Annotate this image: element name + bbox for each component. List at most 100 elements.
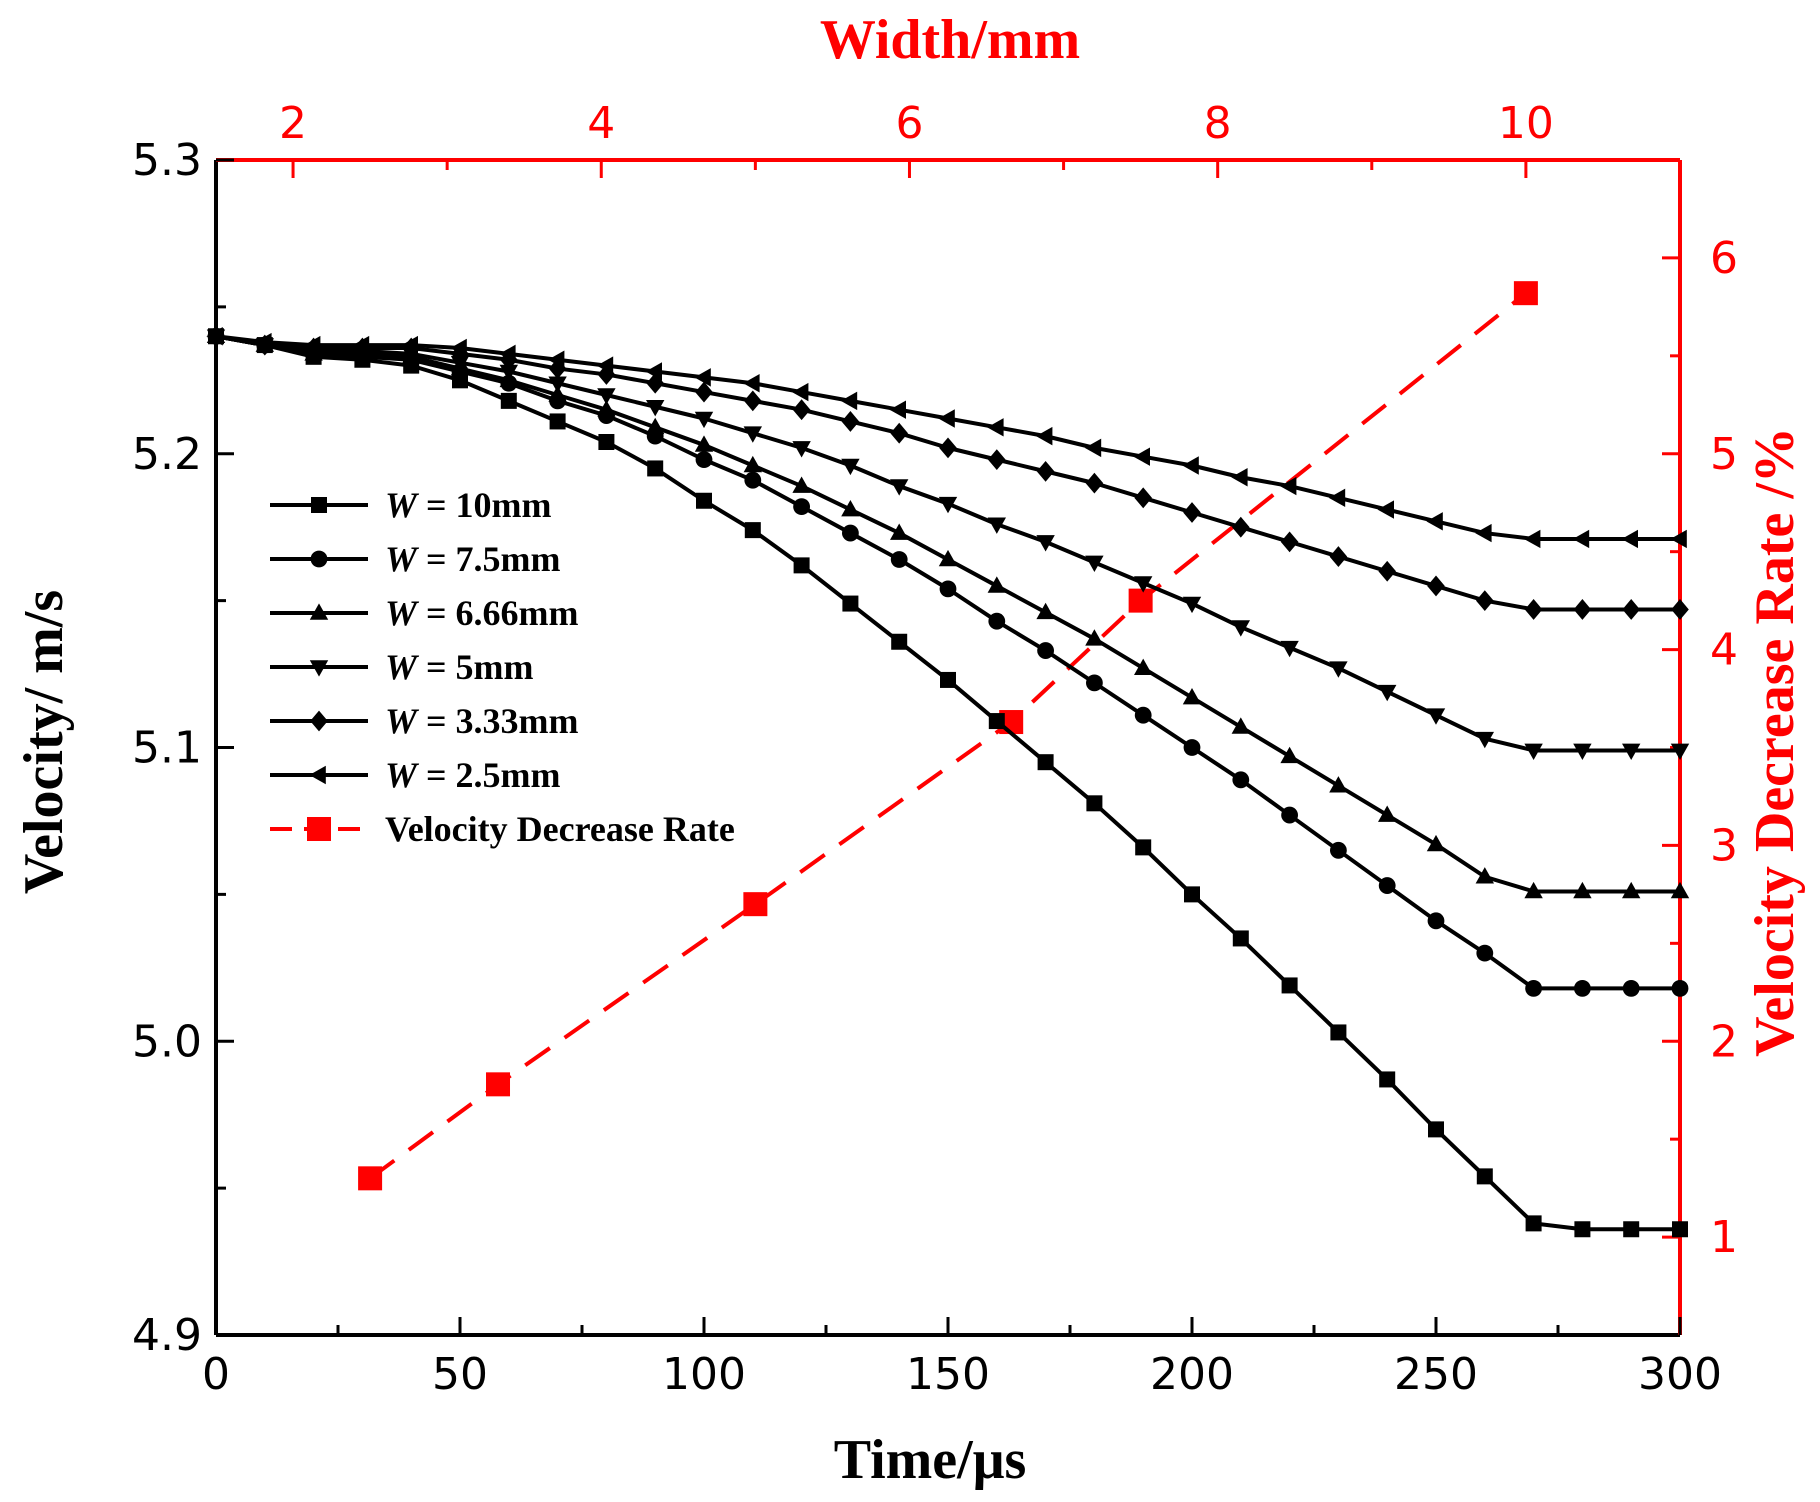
y-tick-label: 5.3	[132, 135, 202, 186]
decrease-rate-point	[486, 1072, 511, 1097]
velocity-point	[695, 381, 713, 403]
velocity-point	[1330, 841, 1347, 859]
velocity-point	[1476, 944, 1494, 962]
legend-label: W = 7.5mm	[385, 539, 561, 579]
velocity-point	[1672, 1221, 1688, 1238]
velocity-point	[1475, 523, 1492, 543]
velocity-point	[1378, 805, 1397, 822]
velocity-point	[1037, 754, 1054, 771]
velocity-point	[352, 335, 370, 355]
legend-item: W = 2.5mm	[270, 755, 561, 795]
right-tick-label: 1	[1710, 1212, 1738, 1263]
decrease-rate-point	[743, 892, 768, 917]
velocity-point	[792, 382, 809, 402]
legend: W = 10mm W = 7.5mm W = 6.66mm W = 5mm W = 3.…	[270, 485, 735, 849]
velocity-point	[1379, 1071, 1396, 1088]
x-tick-label: 50	[432, 1349, 488, 1400]
velocity-point	[206, 327, 223, 346]
velocity-point	[939, 580, 957, 598]
velocity-point	[939, 437, 957, 459]
right-tick-label: 5	[1710, 429, 1738, 480]
legend-label: W = 10mm	[385, 485, 552, 525]
velocity-point	[1524, 599, 1543, 620]
velocity-point	[1622, 743, 1641, 761]
velocity-point	[304, 335, 321, 355]
velocity-point	[1426, 708, 1446, 725]
top-tick-label: 6	[895, 98, 923, 149]
x-tick-label: 250	[1394, 1349, 1478, 1400]
velocity-point	[988, 449, 1006, 471]
velocity-point	[596, 356, 614, 375]
velocity-point	[1281, 806, 1298, 824]
velocity-point	[1525, 1215, 1542, 1232]
velocity-point	[1184, 886, 1200, 903]
velocity-point	[842, 524, 859, 542]
velocity-point	[1231, 620, 1250, 637]
velocity-point	[1134, 487, 1152, 509]
velocity-point	[696, 492, 712, 509]
velocity-point	[988, 612, 1006, 630]
legend-label: W = 6.66mm	[385, 593, 579, 633]
velocity-point	[1622, 881, 1641, 899]
velocity-point	[548, 358, 567, 379]
velocity-point	[1671, 979, 1689, 997]
velocity-point	[548, 376, 567, 393]
legend-marker	[309, 660, 329, 677]
velocity-point	[1573, 743, 1592, 761]
velocity-point	[1330, 1024, 1347, 1041]
velocity-point	[1133, 447, 1150, 466]
decrease-rate-series	[358, 281, 1538, 1191]
velocity-point	[938, 496, 958, 514]
velocity-point	[1427, 912, 1445, 930]
velocity-point	[1280, 531, 1299, 553]
velocity-point	[793, 498, 810, 516]
velocity-point	[1622, 979, 1640, 997]
top-tick-label: 8	[1204, 98, 1232, 149]
velocity-point	[744, 522, 761, 539]
velocity-point	[1232, 930, 1249, 947]
velocity-point	[792, 399, 811, 421]
x-tick-label: 200	[1150, 1349, 1234, 1400]
velocity-point	[1671, 599, 1689, 620]
legend-item: W = 10mm	[270, 485, 552, 525]
velocity-series-5	[207, 325, 1689, 620]
velocity-point	[1574, 979, 1591, 997]
velocity-point	[694, 435, 714, 452]
velocity-point	[1134, 706, 1152, 724]
velocity-point	[1085, 472, 1104, 494]
velocity-point	[743, 455, 762, 473]
velocity-point	[1036, 602, 1055, 620]
velocity-point	[940, 671, 956, 688]
velocity-point	[695, 451, 713, 469]
y-tick-label: 4.9	[132, 1310, 202, 1361]
legend-label: W = 5mm	[385, 647, 534, 687]
legend-item: Velocity Decrease Rate	[270, 809, 735, 849]
velocity-point	[1329, 776, 1348, 793]
velocity-point	[792, 441, 811, 458]
velocity-point	[890, 422, 908, 444]
velocity-point	[646, 417, 665, 435]
velocity-point	[1280, 746, 1299, 764]
velocity-point	[938, 549, 958, 567]
velocity-point	[1572, 529, 1590, 549]
velocity-point	[1378, 877, 1396, 894]
velocity-point	[743, 426, 762, 443]
velocity-point	[450, 338, 467, 358]
velocity-point	[1574, 1221, 1591, 1238]
velocity-point	[1524, 529, 1541, 549]
velocity-point	[1524, 881, 1543, 899]
velocity-point	[1183, 502, 1201, 523]
velocity-point	[890, 551, 908, 568]
velocity-point	[987, 517, 1006, 534]
decrease-rate-point	[1513, 281, 1538, 306]
top-tick-label: 4	[587, 98, 615, 149]
top-tick-label: 10	[1498, 98, 1554, 149]
x-tick-label: 100	[662, 1349, 746, 1400]
legend-item: W = 7.5mm	[270, 539, 561, 579]
velocity-point	[744, 471, 762, 489]
velocity-point	[1037, 642, 1054, 659]
velocity-point	[1134, 576, 1153, 593]
legend-item: W = 5mm	[270, 647, 534, 687]
velocity-point	[987, 418, 1004, 437]
velocity-point	[988, 713, 1005, 730]
